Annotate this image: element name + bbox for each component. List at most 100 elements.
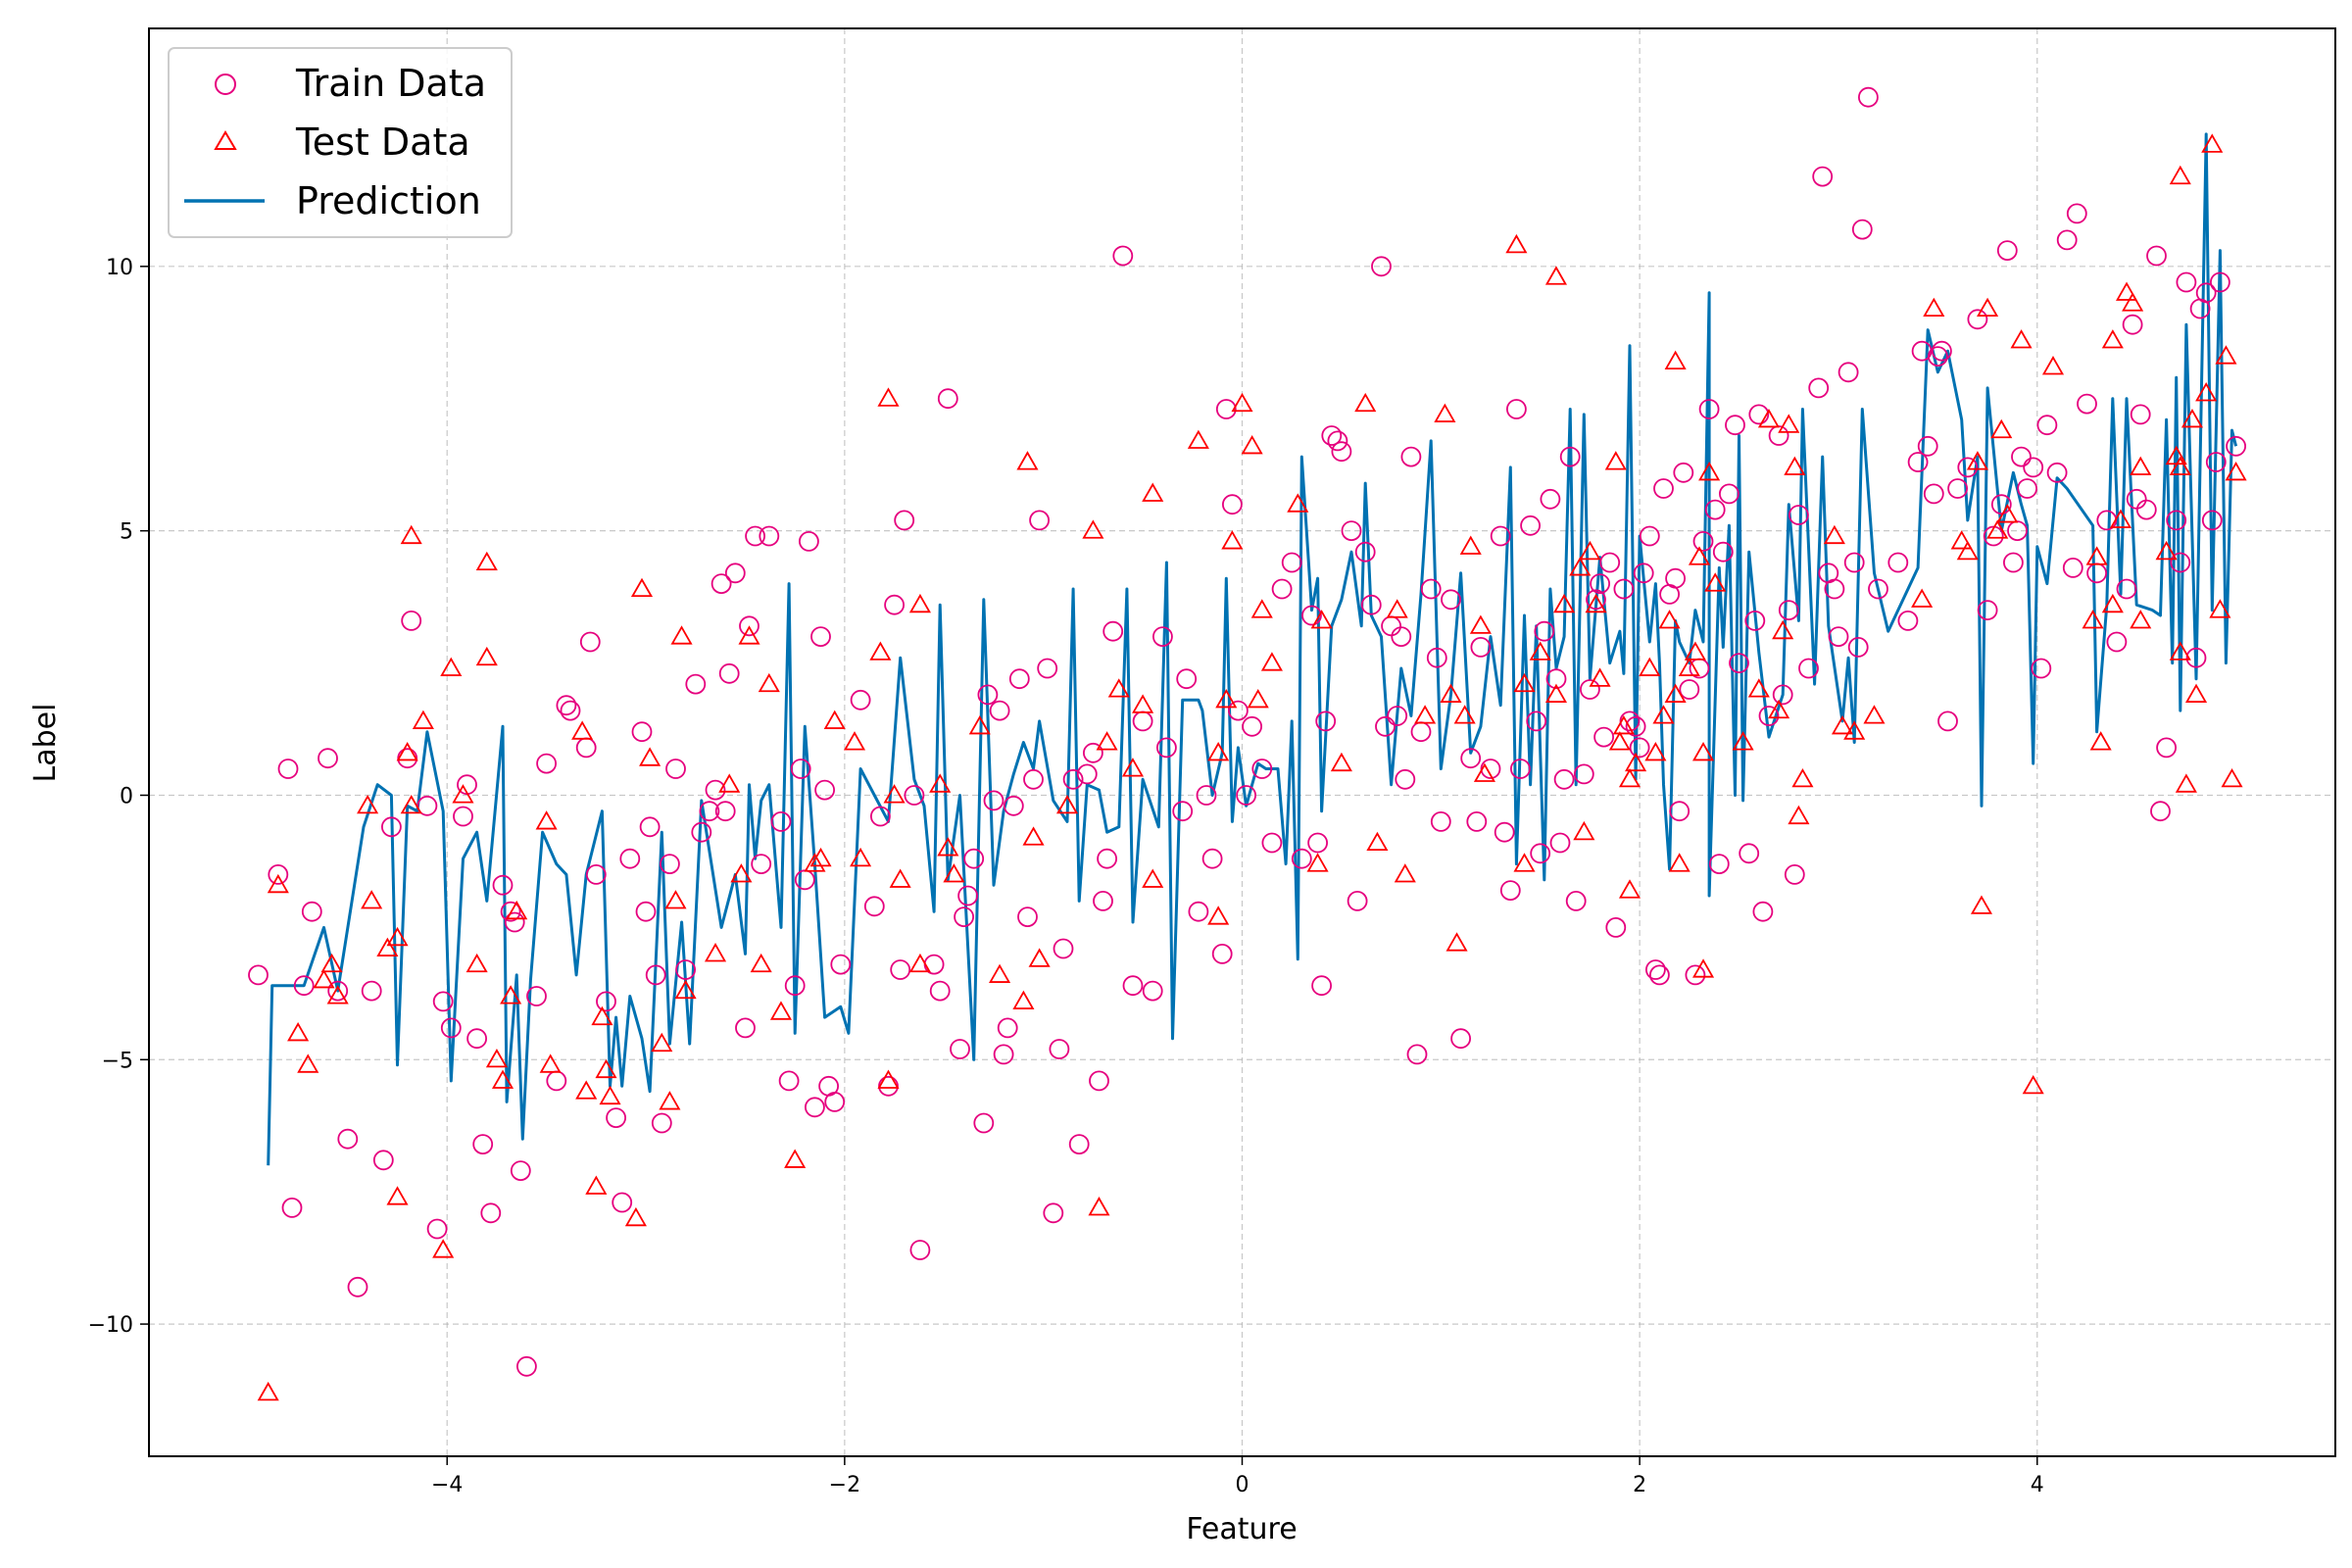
test-data-point <box>784 1149 807 1168</box>
train-data-point <box>1613 578 1635 600</box>
train-data-point <box>1692 531 1714 552</box>
test-data-point <box>1772 619 1794 640</box>
y-axis-label: Label <box>28 704 63 783</box>
test-data-point <box>1434 403 1456 422</box>
test-data-point <box>2180 409 2204 428</box>
train-data-point <box>1400 446 1422 467</box>
train-data-point <box>556 695 577 716</box>
train-data-point <box>1798 658 1819 679</box>
y-tick-label: −5 <box>102 1049 133 1073</box>
test-data-point <box>1658 610 1681 629</box>
test-data-point <box>1544 266 1568 285</box>
train-data-point <box>1758 706 1780 726</box>
train-data-point <box>870 806 891 827</box>
test-data-point <box>1505 233 1528 254</box>
test-data-point <box>1688 546 1711 565</box>
axis-ticks: −4 −2 0 2 4 −10 −5 0 5 10 <box>88 256 2044 1497</box>
train-data-point <box>1923 483 1944 505</box>
train-data-point <box>361 980 382 1002</box>
test-data-point <box>1618 767 1642 788</box>
train-data-point <box>1605 917 1627 938</box>
train-data-point <box>973 1112 995 1134</box>
train-data-point <box>1271 578 1293 600</box>
train-data-point <box>954 906 974 927</box>
test-data-point <box>1823 524 1845 545</box>
test-data-point <box>809 847 832 867</box>
train-data-point <box>1897 611 1919 631</box>
train-data-point <box>1176 668 1198 690</box>
train-data-point <box>1625 715 1646 737</box>
test-data-point <box>1354 392 1377 413</box>
test-data-point <box>1453 705 1476 724</box>
train-data-point <box>1917 435 1938 457</box>
test-data-point <box>1831 714 1854 735</box>
train-data-point <box>1725 415 1745 436</box>
test-data-point <box>599 1085 621 1105</box>
test-data-point <box>357 794 379 814</box>
legend-box <box>168 47 513 238</box>
train-data-point <box>2195 282 2217 304</box>
train-data-point <box>472 1134 494 1154</box>
test-data-point <box>1207 741 1230 761</box>
train-data-point <box>1932 340 1952 362</box>
train-data-point <box>639 816 661 838</box>
train-data-point <box>1639 525 1660 547</box>
train-data-point <box>1480 759 1501 779</box>
test-data-point <box>2085 546 2108 565</box>
train-data-point <box>1068 1134 1090 1154</box>
test-data-point <box>730 863 753 883</box>
train-data-point <box>1395 768 1416 790</box>
train-data-point <box>983 790 1004 811</box>
train-data-point <box>997 1017 1018 1039</box>
y-tick-label: 0 <box>120 784 133 808</box>
train-data-point <box>909 1240 931 1260</box>
train-data-point <box>1645 959 1666 980</box>
test-data-point <box>535 810 558 830</box>
test-data-point <box>659 1091 681 1110</box>
test-data-point <box>670 625 693 645</box>
test-data-point <box>1306 853 1329 872</box>
train-data-point <box>675 959 696 980</box>
test-data-point <box>1469 614 1492 634</box>
train-data-point <box>480 1202 502 1224</box>
train-data-point <box>337 1128 359 1150</box>
test-data-point <box>1513 672 1536 693</box>
train-data-point <box>510 1160 531 1181</box>
train-data-point <box>1315 710 1337 732</box>
test-data-point <box>539 1054 562 1073</box>
test-data-point <box>1386 599 1408 618</box>
test-data-point <box>929 773 952 793</box>
train-data-point <box>1520 514 1541 536</box>
test-data-point <box>1579 540 1601 561</box>
test-data-point <box>1986 519 2009 539</box>
train-data-point <box>950 1039 970 1059</box>
train-data-point <box>1599 552 1621 573</box>
test-data-point <box>758 672 780 693</box>
train-data-point <box>619 848 641 869</box>
test-data-point <box>2010 329 2033 349</box>
test-data-point <box>452 784 474 804</box>
test-data-point <box>1573 820 1595 841</box>
train-data-point <box>504 911 525 933</box>
train-data-point <box>1331 441 1352 463</box>
test-data-point <box>400 794 422 814</box>
train-data-point <box>2226 435 2247 457</box>
train-data-point <box>1211 944 1233 964</box>
test-data-point <box>1990 418 2013 439</box>
test-data-point <box>1366 831 1389 852</box>
train-data-point <box>1549 832 1571 854</box>
train-data-point <box>1466 811 1488 832</box>
test-data-point <box>571 720 594 740</box>
train-data-point <box>318 748 338 769</box>
test-data-point <box>440 657 463 676</box>
test-data-point <box>400 524 422 545</box>
train-data-point <box>1215 399 1237 419</box>
train-data-point <box>1506 399 1527 419</box>
test-data-point <box>1788 805 1810 825</box>
test-data-point <box>2201 133 2224 153</box>
test-data-point <box>1330 752 1352 772</box>
train-data-point <box>1685 964 1706 986</box>
train-data-point <box>1752 901 1774 922</box>
test-data-point <box>1589 667 1611 687</box>
train-data-point <box>1321 425 1343 446</box>
